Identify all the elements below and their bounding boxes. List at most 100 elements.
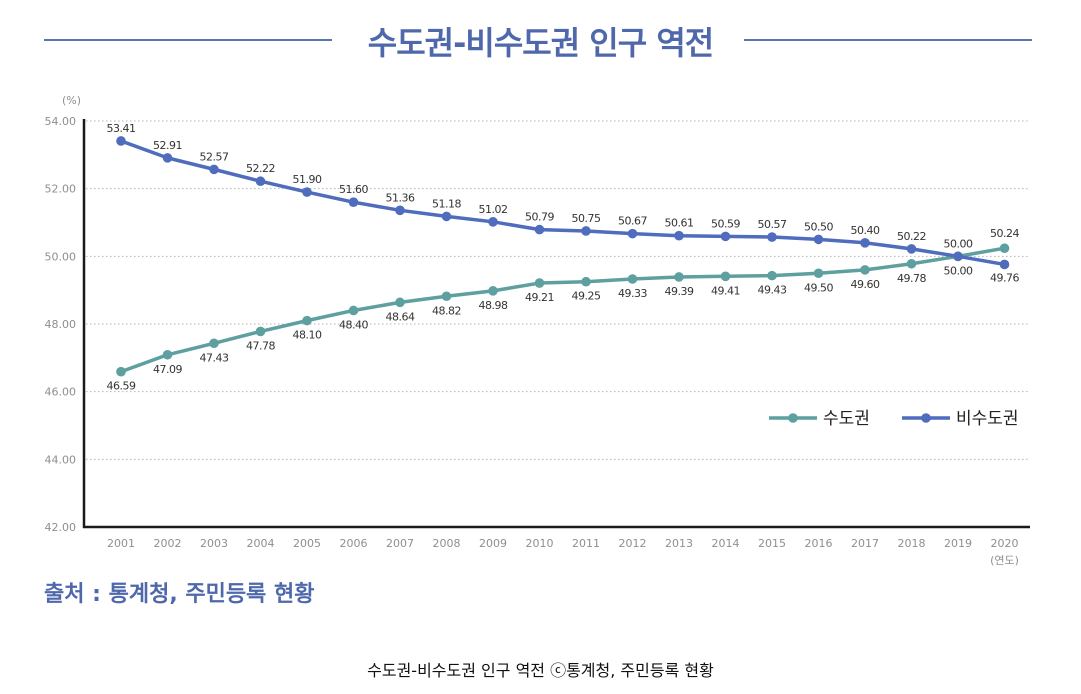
y-axis-unit: (%) [62, 94, 81, 107]
x-tick-label-2010: 2010 [526, 537, 554, 550]
x-tick-label-2005: 2005 [293, 537, 321, 550]
x-tick-label-2009: 2009 [479, 537, 507, 550]
data-label-non-capital-2008: 51.18 [432, 197, 461, 210]
data-label-capital-2002: 47.09 [153, 363, 182, 376]
data-point-capital-2004 [255, 326, 266, 337]
data-point-capital-2017 [860, 265, 870, 275]
data-point-non-capital-2003 [209, 164, 219, 175]
data-point-non-capital-2006 [348, 197, 359, 207]
data-label-capital-2009: 48.98 [479, 299, 508, 312]
x-tick-label-2017: 2017 [851, 537, 879, 550]
data-label-capital-2006: 48.40 [339, 318, 368, 331]
data-point-non-capital-2009 [488, 217, 498, 227]
x-tick-label-2018: 2018 [898, 537, 926, 550]
data-label-non-capital-2007: 51.36 [386, 191, 415, 204]
data-label-non-capital-2003: 52.57 [200, 150, 229, 163]
data-label-non-capital-2016: 50.50 [804, 220, 833, 233]
data-label-non-capital-2014: 50.59 [711, 217, 740, 230]
data-point-non-capital-2012 [627, 228, 638, 239]
data-label-capital-2001: 46.59 [107, 380, 136, 393]
data-point-non-capital-2007 [395, 205, 405, 216]
series-line-capital [120, 246, 1005, 374]
data-label-non-capital-2005: 51.90 [293, 173, 322, 186]
x-tick-label-2004: 2004 [247, 537, 275, 550]
y-tick-label: 50.00 [45, 250, 77, 263]
data-label-capital-2013: 49.39 [665, 285, 694, 298]
legend-label-capital: 수도권 [823, 409, 870, 429]
data-point-capital-2012 [627, 274, 638, 284]
data-point-capital-2006 [348, 305, 359, 316]
x-tick-label-2011: 2011 [572, 537, 600, 550]
y-tick-label: 52.00 [45, 183, 77, 196]
data-point-non-capital-2017 [860, 238, 870, 248]
data-label-capital-2010: 49.21 [525, 291, 554, 304]
data-label-capital-2019: 50.00 [944, 264, 973, 277]
legend-marker-capital [788, 413, 798, 423]
x-tick-label-2012: 2012 [619, 537, 647, 550]
data-label-capital-2004: 47.78 [246, 339, 275, 352]
y-tick-label: 54.00 [45, 115, 77, 128]
x-tick-label-2015: 2015 [758, 537, 786, 550]
x-tick-label-2007: 2007 [386, 537, 414, 550]
data-label-non-capital-2002: 52.91 [153, 139, 182, 152]
x-tick-label-2020: 2020 [991, 537, 1019, 550]
data-label-non-capital-2013: 50.61 [665, 217, 694, 230]
y-tick-label: 44.00 [45, 453, 77, 466]
data-point-capital-2009 [488, 286, 498, 296]
data-point-capital-2008 [441, 291, 452, 302]
data-point-non-capital-2002 [162, 153, 173, 163]
x-tick-label-2003: 2003 [200, 537, 228, 550]
data-label-non-capital-2004: 52.22 [246, 162, 275, 175]
data-point-non-capital-2015 [767, 232, 777, 242]
data-label-non-capital-2009: 51.02 [479, 203, 508, 216]
data-point-capital-2014 [720, 271, 731, 282]
data-label-capital-2008: 48.82 [432, 304, 461, 317]
data-label-non-capital-2019: 50.00 [944, 237, 973, 250]
data-point-capital-2016 [813, 268, 824, 279]
data-point-non-capital-2011 [581, 226, 591, 236]
data-point-non-capital-2004 [255, 176, 266, 187]
data-label-non-capital-2001: 53.41 [107, 122, 136, 135]
x-tick-label-2001: 2001 [107, 537, 135, 550]
data-label-capital-2007: 48.64 [386, 310, 415, 323]
data-point-capital-2002 [162, 349, 173, 360]
x-tick-label-2016: 2016 [805, 537, 833, 550]
data-point-capital-2010 [534, 278, 545, 288]
data-label-capital-2020: 50.24 [990, 227, 1019, 240]
x-tick-label-2019: 2019 [944, 537, 972, 550]
data-point-capital-2011 [581, 276, 591, 287]
data-label-capital-2003: 47.43 [200, 351, 229, 364]
legend-label-non-capital: 비수도권 [956, 409, 1019, 429]
data-point-non-capital-2020 [999, 259, 1010, 270]
data-point-non-capital-2014 [720, 231, 731, 242]
title-rule-left [44, 39, 332, 41]
data-point-capital-2001 [116, 366, 126, 377]
data-label-non-capital-2015: 50.57 [758, 218, 787, 231]
y-tick-label: 42.00 [45, 521, 77, 534]
data-point-non-capital-2013 [674, 230, 684, 241]
x-tick-label-2014: 2014 [712, 537, 740, 550]
data-point-non-capital-2019 [953, 251, 963, 262]
series-line-non-capital [120, 139, 1005, 267]
data-label-non-capital-2017: 50.40 [851, 224, 880, 237]
title-rule-right [744, 39, 1032, 41]
data-label-capital-2017: 49.60 [851, 278, 880, 291]
data-label-non-capital-2018: 50.22 [897, 230, 926, 243]
data-label-capital-2018: 49.78 [897, 272, 926, 285]
data-point-non-capital-2010 [534, 224, 545, 235]
image-caption: 수도권-비수도권 인구 역전 ⓒ통계청, 주민등록 현황 [367, 661, 714, 680]
data-point-non-capital-2018 [906, 244, 917, 254]
data-label-capital-2015: 49.43 [758, 284, 787, 297]
data-point-capital-2003 [209, 338, 219, 349]
data-point-non-capital-2001 [116, 136, 126, 146]
x-tick-label-2002: 2002 [154, 537, 182, 550]
data-point-non-capital-2016 [813, 234, 824, 245]
y-tick-label: 46.00 [45, 386, 77, 399]
data-point-capital-2005 [302, 315, 312, 326]
data-label-capital-2012: 49.33 [618, 287, 647, 300]
data-label-non-capital-2010: 50.79 [525, 211, 554, 224]
data-label-capital-2014: 49.41 [711, 284, 740, 297]
data-point-capital-2013 [674, 272, 684, 282]
data-label-capital-2005: 48.10 [293, 329, 322, 342]
